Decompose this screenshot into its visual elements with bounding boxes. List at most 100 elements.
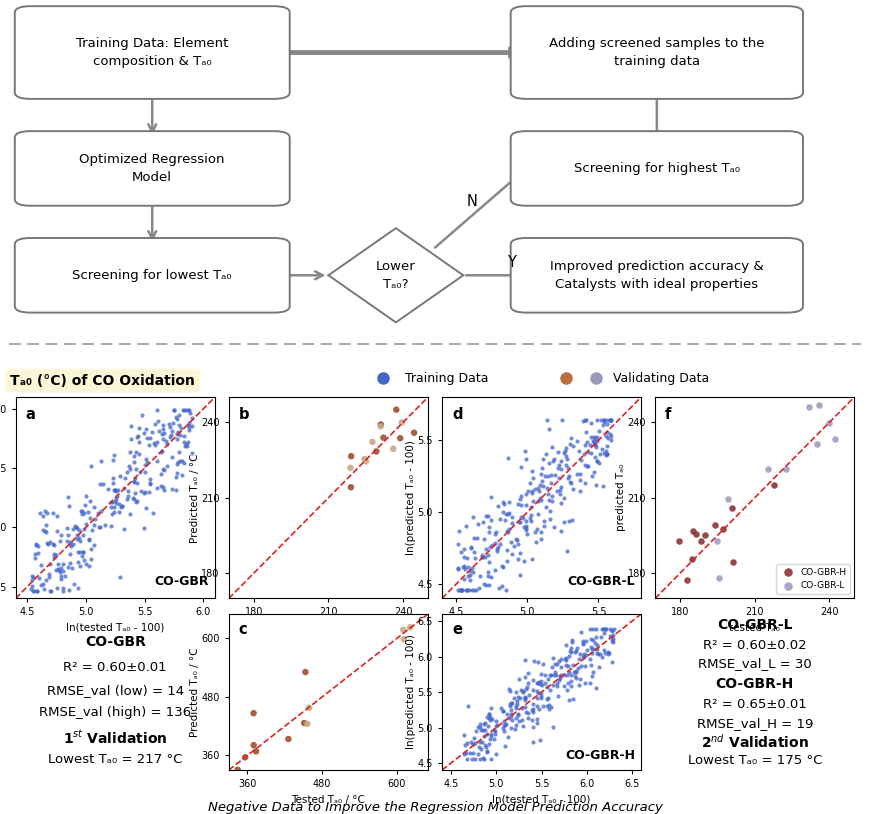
- Point: [509, 534, 523, 547]
- Point: [481, 525, 495, 538]
- Point: [511, 690, 525, 703]
- Point: [605, 632, 619, 646]
- Point: [87, 519, 101, 532]
- Point: [603, 414, 617, 427]
- Point: [595, 419, 609, 432]
- Point: [83, 559, 96, 572]
- CO-GBR-H: [679, 573, 693, 586]
- Point: [558, 450, 572, 463]
- Point: [534, 686, 547, 699]
- Point: [549, 680, 563, 693]
- Point: [572, 648, 586, 661]
- Point: [181, 418, 195, 431]
- Point: [554, 524, 567, 537]
- Point: [545, 489, 559, 502]
- Point: [488, 563, 501, 576]
- Point: [561, 470, 575, 483]
- Point: [526, 698, 540, 711]
- Point: [549, 657, 563, 670]
- Point: [61, 491, 75, 504]
- Point: [530, 717, 544, 730]
- Point: [544, 494, 558, 507]
- FancyBboxPatch shape: [510, 7, 802, 98]
- Point: [514, 713, 528, 726]
- Point: [148, 418, 162, 431]
- Point: [83, 460, 97, 473]
- Point: [507, 722, 521, 735]
- Point: [538, 668, 552, 681]
- Point: [172, 418, 186, 431]
- Point: [177, 404, 191, 417]
- Point: [546, 455, 560, 468]
- Point: [61, 528, 75, 541]
- Point: [584, 416, 598, 429]
- Point: [457, 550, 471, 563]
- Point: [475, 751, 489, 764]
- Point: [557, 516, 571, 529]
- Point: [60, 522, 74, 535]
- CO-GBR-L: [779, 462, 793, 475]
- Point: [148, 438, 162, 451]
- Point: [509, 698, 523, 711]
- Point: [543, 668, 557, 681]
- Point: [564, 431, 578, 444]
- Point: [590, 454, 604, 467]
- Point: [499, 544, 513, 557]
- Point: [501, 711, 515, 724]
- Point: [540, 700, 554, 713]
- Point: [170, 432, 184, 445]
- Point: [560, 471, 574, 484]
- Point: [538, 676, 552, 689]
- Point: [587, 450, 601, 463]
- Point: [551, 462, 565, 475]
- Point: [107, 501, 121, 514]
- Point: [587, 466, 600, 479]
- Point: [519, 519, 533, 532]
- Point: [179, 440, 193, 453]
- Point: [178, 437, 192, 450]
- Point: [530, 494, 544, 507]
- Point: [32, 571, 46, 584]
- Point: [491, 540, 505, 553]
- Point: [155, 427, 169, 440]
- Point: [52, 563, 66, 576]
- Point: [31, 539, 45, 552]
- Text: CO-GBR: CO-GBR: [154, 575, 209, 589]
- Point: [607, 623, 620, 636]
- Point: [516, 554, 530, 567]
- Point: [603, 623, 617, 636]
- Point: [594, 631, 607, 644]
- Point: [589, 639, 603, 652]
- Point: [534, 467, 547, 480]
- Point: [569, 434, 583, 447]
- Point: [592, 660, 606, 673]
- Legend: CO-GBR-H, CO-GBR-L: CO-GBR-H, CO-GBR-L: [775, 564, 849, 594]
- Point: [46, 539, 60, 552]
- Point: [558, 651, 572, 664]
- Point: [583, 431, 597, 444]
- Point: [540, 482, 554, 495]
- Point: [40, 506, 54, 519]
- Point: [599, 448, 613, 461]
- Point: [575, 638, 589, 651]
- CO-GBR-H: [715, 523, 729, 536]
- Point: [115, 500, 129, 513]
- Point: [179, 404, 193, 417]
- Point: [572, 474, 586, 487]
- Point: [566, 659, 580, 672]
- Point: [558, 444, 572, 457]
- Point: [518, 692, 532, 705]
- Point: [156, 433, 169, 446]
- Point: [167, 404, 181, 417]
- Point: [454, 584, 468, 597]
- Point: [143, 473, 156, 486]
- Point: [139, 502, 153, 515]
- Point: [497, 740, 511, 753]
- Point: [25, 574, 39, 587]
- Point: [597, 414, 611, 427]
- Point: [76, 505, 90, 518]
- Point: [597, 414, 611, 427]
- Point: [487, 724, 501, 737]
- Text: Optimized Regression
Model: Optimized Regression Model: [79, 153, 225, 184]
- FancyBboxPatch shape: [15, 131, 289, 206]
